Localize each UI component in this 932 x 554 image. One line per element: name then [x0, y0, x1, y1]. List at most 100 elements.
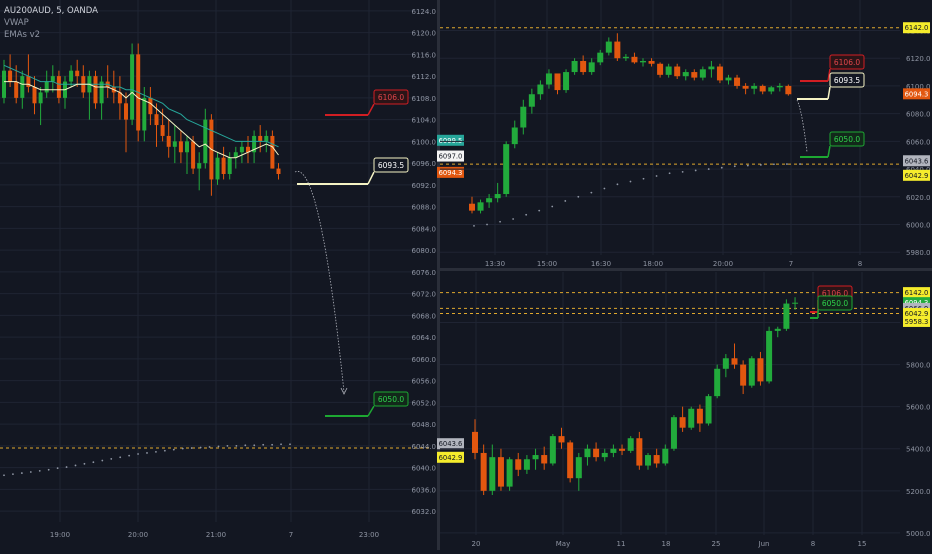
main-candles[interactable] [2, 43, 281, 196]
bottom-right-candles[interactable] [472, 297, 799, 496]
vwap-dot [486, 223, 488, 226]
candle-body [520, 106, 527, 128]
target-box-red [829, 54, 865, 70]
candle [148, 87, 153, 126]
vwap-dot [642, 177, 645, 180]
vwap-dot [92, 461, 95, 464]
candle-body [679, 417, 686, 428]
y-tick-label: 6120.0 [412, 30, 437, 38]
price-badge-yellow_low: 5958.3 [903, 315, 930, 327]
candle-body [593, 448, 600, 458]
vwap-dot [799, 163, 801, 165]
price-badge-text: 5958.3 [905, 318, 929, 326]
candle [714, 364, 721, 399]
candle-body [567, 442, 574, 479]
candle [75, 59, 80, 87]
y-tick-label: 6100.0 [412, 138, 437, 146]
bottom-right-time-axis[interactable]: 20 May 11 18 25 Jun 8 15 [472, 540, 867, 548]
price-badge-orange: 6094.3 [437, 166, 464, 178]
ema-fast-line [4, 81, 279, 159]
candle [166, 119, 171, 158]
candle [662, 444, 669, 466]
candle-body [601, 452, 608, 458]
vwap-dot [190, 447, 193, 449]
candle-body [32, 87, 37, 104]
candle-body [494, 194, 501, 199]
y-tick-label: 6052.0 [412, 399, 437, 407]
y-tick-label: 5600.0 [906, 404, 931, 412]
vwap-dot [733, 165, 736, 168]
y-tick-label: 6064.0 [412, 334, 437, 342]
main-time-axis[interactable]: 19:00 20:00 21:00 7 23:00 [50, 531, 379, 539]
candle-body [653, 455, 660, 464]
candle [751, 83, 758, 95]
vwap-dot [56, 467, 59, 470]
price-badge-bg [903, 287, 930, 299]
candle [32, 76, 37, 115]
candle-body [215, 157, 220, 180]
candle [588, 58, 595, 75]
candle-body [154, 114, 159, 126]
legend-vwap[interactable]: VWAP [4, 18, 29, 28]
candle-body [748, 358, 755, 386]
candle-body [688, 408, 695, 428]
x-tick-label: 16:30 [591, 260, 611, 268]
candle [734, 74, 741, 89]
x-tick-label: 23:00 [359, 531, 379, 539]
bottom-right-price-axis[interactable]: 6000.05800.05600.05400.05200.05000.06142… [902, 272, 932, 538]
candle [142, 87, 147, 142]
vwap-dot [707, 168, 710, 170]
vwap-dot [720, 166, 723, 169]
candle-body [233, 152, 238, 158]
vwap-dot [12, 473, 14, 476]
candle-body [38, 92, 43, 104]
candle [227, 152, 232, 180]
legend-emas[interactable]: EMAs v2 [4, 30, 40, 40]
top-right-candles[interactable] [469, 33, 792, 214]
candle-body [759, 85, 766, 92]
y-tick-label: 5400.0 [906, 446, 931, 454]
candle-body [142, 97, 147, 131]
y-tick-label: 6036.0 [412, 486, 437, 494]
vertical-splitter[interactable] [437, 0, 440, 550]
x-tick-label: 21:00 [206, 531, 226, 539]
top-right-price-axis[interactable]: 6140.06120.06100.06080.06060.06040.06020… [902, 0, 932, 257]
candle [523, 455, 530, 474]
target-box-white [829, 72, 865, 88]
price-badge-text: 6094.3 [439, 169, 463, 177]
price-badge-yellow: 6042.9 [903, 307, 930, 319]
horizontal-splitter[interactable] [440, 268, 932, 271]
candle [246, 135, 250, 164]
vwap-dot [38, 469, 41, 472]
candle [645, 452, 651, 470]
candle-body [185, 141, 189, 153]
candle-body [515, 459, 522, 470]
target-box-green [817, 295, 853, 311]
vwap-dot [244, 444, 247, 447]
top-right-time-axis[interactable]: 13:30 15:00 16:30 18:00 20:00 7 8 [485, 260, 862, 268]
candle-body [532, 455, 539, 460]
candle [705, 394, 712, 426]
vwap-dot [525, 213, 528, 216]
price-badge-bg [903, 307, 930, 319]
candle-body [270, 135, 275, 169]
candle-body [605, 41, 612, 53]
candle-body [580, 60, 587, 73]
candle [740, 360, 747, 395]
x-tick-label: 11 [617, 540, 626, 548]
candle [648, 58, 655, 67]
vwap-dot [603, 187, 606, 190]
candle-body [619, 448, 626, 451]
candle [511, 120, 518, 149]
target-label-green: 6050.0 [822, 299, 848, 308]
candle-body [731, 358, 738, 365]
vwap-dot [289, 443, 291, 446]
candle-body [14, 81, 19, 98]
price-badge-bg [903, 88, 930, 100]
legend-symbol[interactable]: AU200AUD, 5, OANDA [4, 6, 98, 16]
vwap-dot [564, 200, 567, 202]
candle-body [757, 358, 764, 382]
main-emas [3, 64, 279, 159]
main-price-axis[interactable]: 6124.0 6120.0 6116.0 6112.0 6108.0 6104.0 6100… [412, 0, 465, 522]
candle [636, 431, 643, 470]
